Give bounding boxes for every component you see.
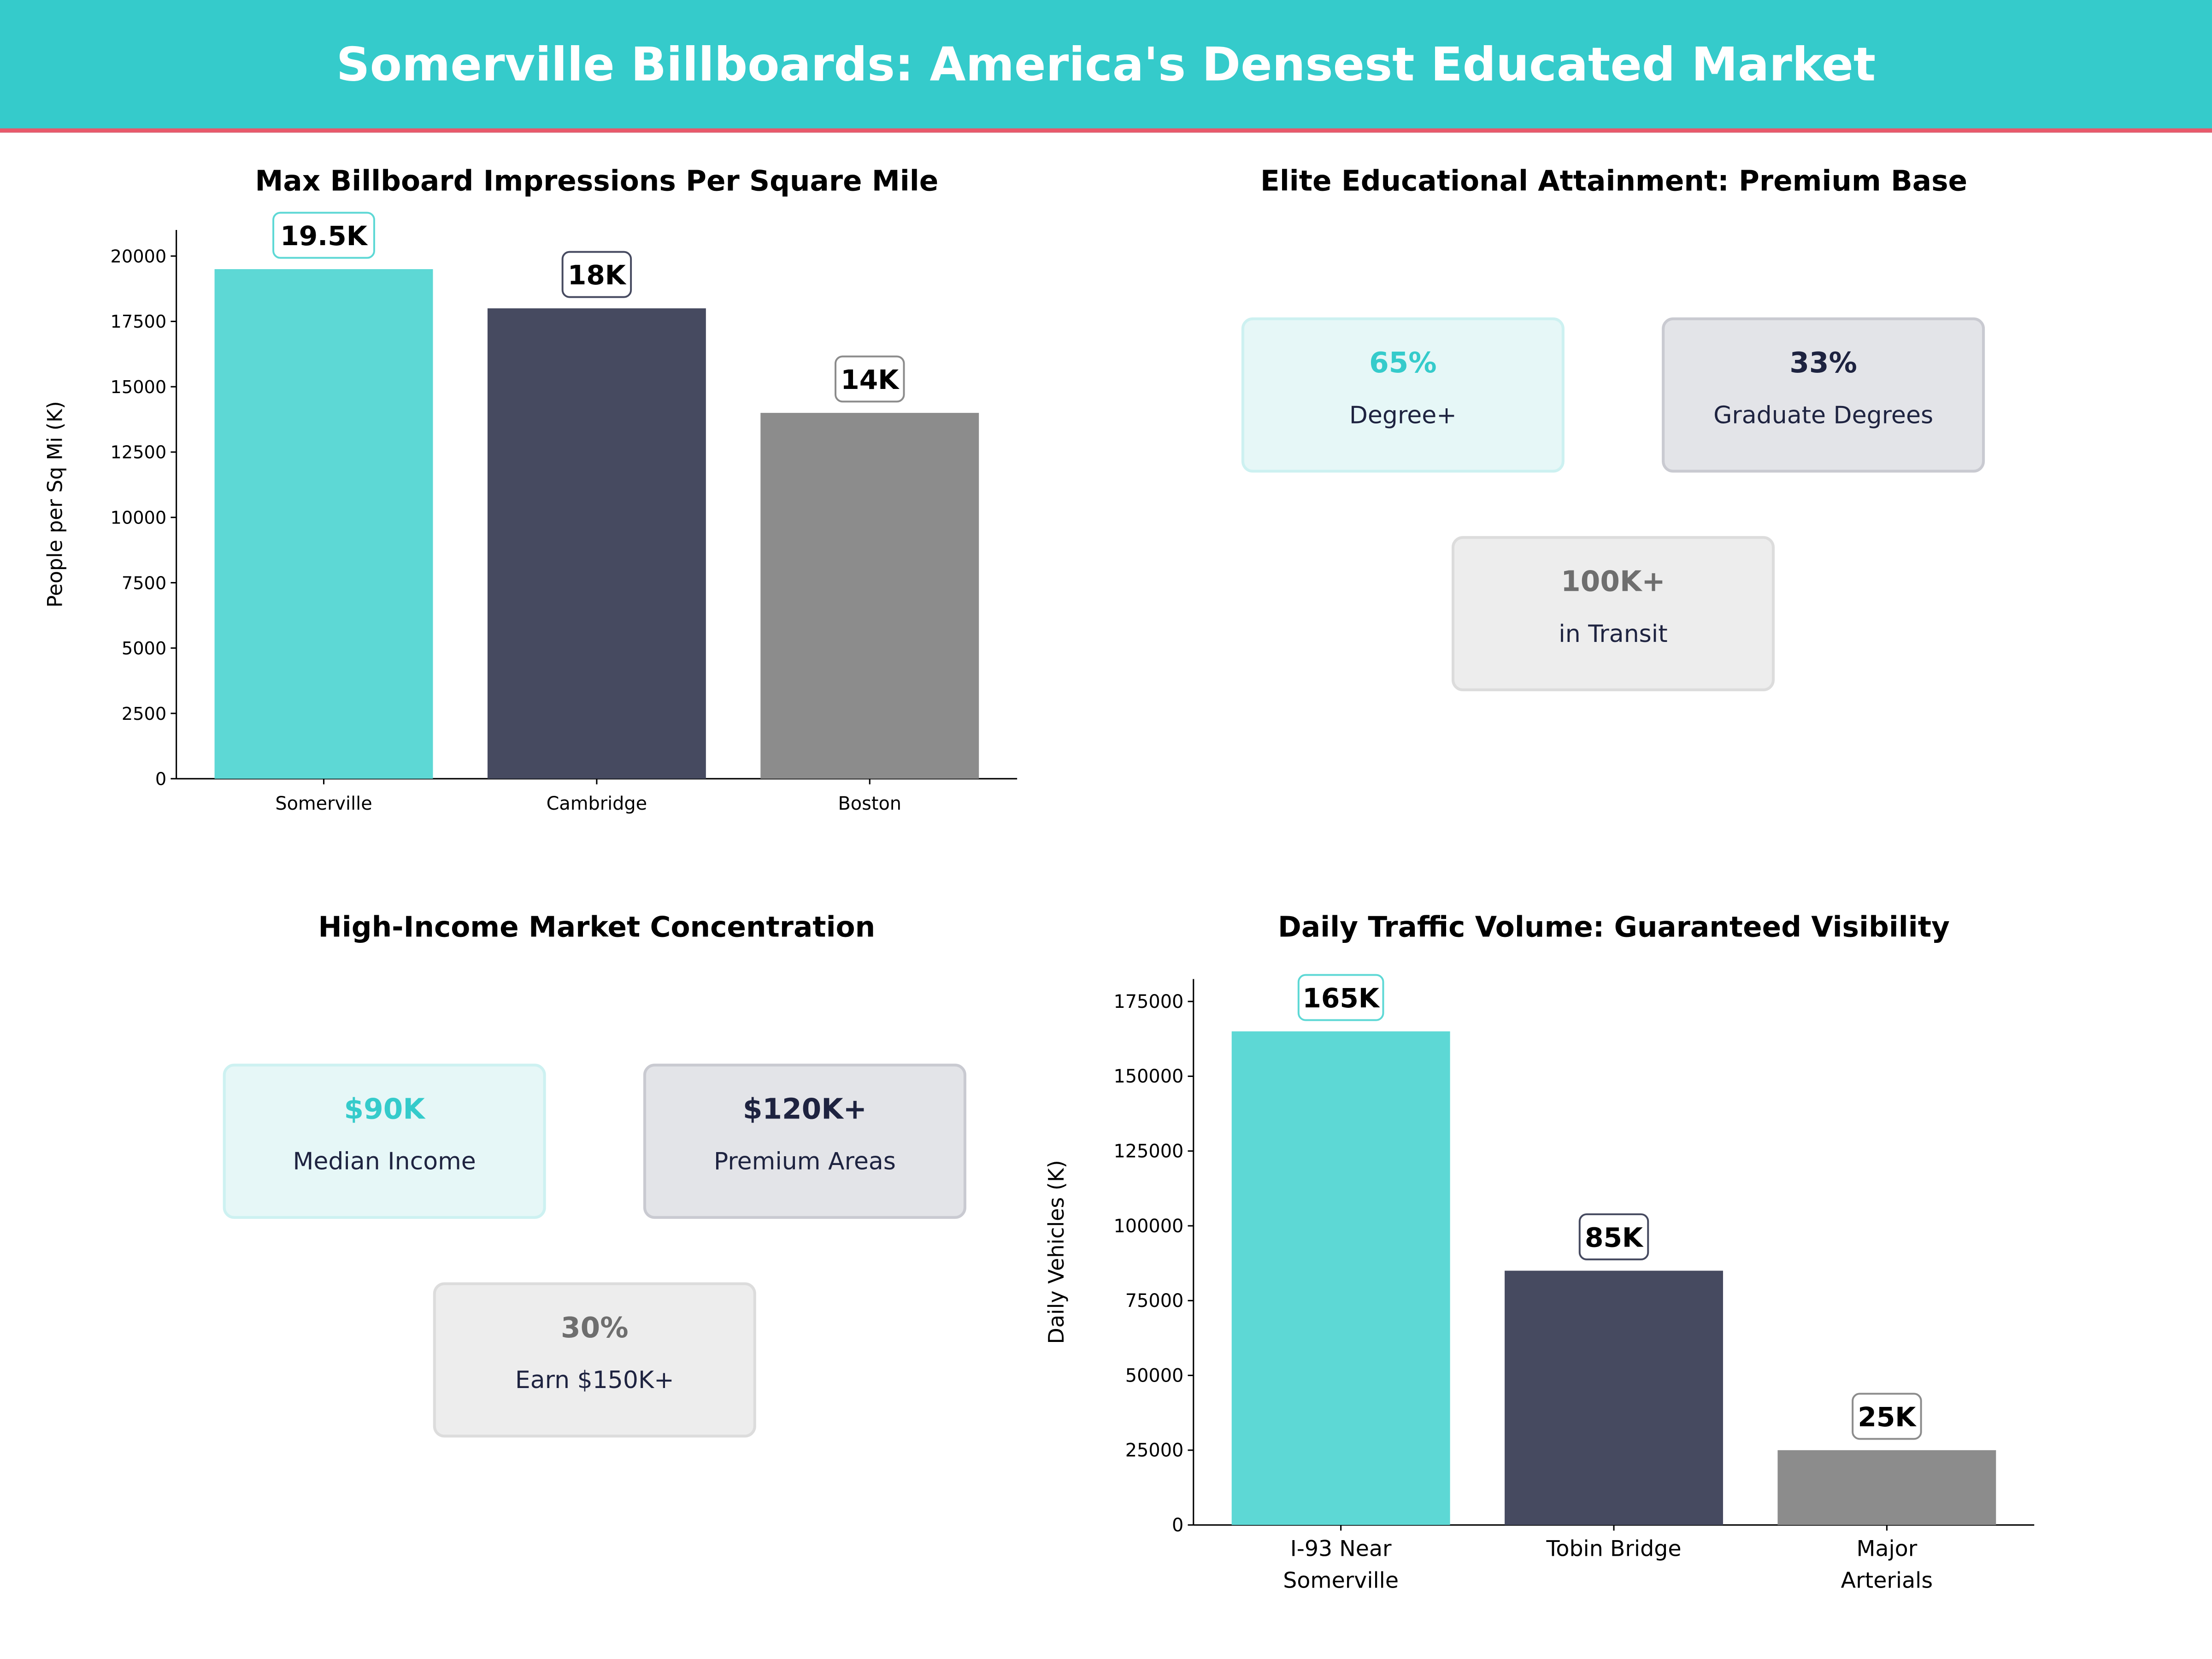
data-label-box: [1578, 1213, 1649, 1260]
stat-card-transit: 100K+ in Transit: [1451, 536, 1775, 691]
stat-value: $120K+: [742, 1092, 867, 1126]
stat-value: $90K: [344, 1092, 425, 1126]
x-tick-label: Cambridge: [547, 793, 647, 814]
bar-2: [760, 412, 979, 779]
stat-label: Graduate Degrees: [1713, 402, 1934, 430]
x-tick-label: Boston: [838, 793, 901, 814]
stat-card-premium-areas: $120K+ Premium Areas: [643, 1064, 966, 1219]
y-tick-label: 5000: [122, 638, 166, 659]
y-tick-label: 125000: [1113, 1141, 1183, 1162]
stat-card-median-income: $90K Median Income: [223, 1064, 546, 1219]
stat-card-graduate: 33% Graduate Degrees: [1662, 317, 1985, 473]
bar-1: [487, 308, 706, 779]
y-tick-label: 75000: [1125, 1290, 1184, 1312]
data-label-box: [561, 251, 632, 298]
y-tick-label: 10000: [111, 508, 167, 529]
y-axis-label: Daily Vehicles (K): [1044, 1160, 1069, 1344]
data-label: 85K: [1585, 1222, 1644, 1253]
y-tick-label: 25000: [1125, 1440, 1184, 1461]
y-tick-label: 175000: [1113, 991, 1183, 1012]
x-tick-label: Somerville: [275, 793, 372, 814]
bar-0: [214, 269, 433, 779]
x-tick-label: Tobin Bridge: [1546, 1536, 1682, 1562]
x-tick-label: I-93 Near Somerville: [1283, 1536, 1399, 1594]
data-label: 18K: [568, 259, 627, 291]
y-axis-label: People per Sq Mi (K): [44, 401, 67, 607]
bar-2: [1777, 1450, 1996, 1525]
stat-card-high-earners: 30% Earn $150K+: [433, 1282, 756, 1438]
y-tick-label: 150000: [1113, 1066, 1183, 1087]
chart-title-traffic: Daily Traffic Volume: Guaranteed Visibil…: [1278, 910, 1950, 944]
panel-title-income: High-Income Market Concentration: [318, 910, 876, 944]
data-label-box: [272, 212, 375, 259]
y-tick-label: 100000: [1113, 1216, 1183, 1237]
bar-0: [1231, 1031, 1450, 1525]
chart-title-density: Max Billboard Impressions Per Square Mil…: [255, 164, 939, 198]
y-tick-label: 50000: [1125, 1365, 1184, 1386]
data-label: 165K: [1302, 982, 1380, 1014]
stat-value: 65%: [1369, 345, 1437, 380]
stat-value: 30%: [561, 1310, 629, 1345]
data-label: 25K: [1858, 1401, 1917, 1433]
x-tick-label: Major Arterials: [1841, 1536, 1933, 1594]
stat-label: in Transit: [1559, 620, 1668, 649]
stat-label: Premium Areas: [713, 1148, 896, 1177]
page-title: Somerville Billboards: America's Densest…: [336, 36, 1876, 92]
stat-value: 33%: [1789, 345, 1857, 380]
data-label-box: [1852, 1393, 1922, 1440]
y-tick-label: 0: [155, 769, 166, 790]
y-tick-label: 2500: [122, 704, 166, 724]
data-label-box: [1297, 974, 1384, 1021]
y-tick-label: 17500: [111, 312, 167, 332]
y-tick-label: 12500: [111, 442, 167, 463]
panel-title-education: Elite Educational Attainment: Premium Ba…: [1260, 164, 1968, 198]
y-tick-label: 15000: [111, 377, 167, 398]
data-label-box: [835, 355, 905, 403]
y-tick-label: 0: [1172, 1515, 1183, 1536]
header-banner: Somerville Billboards: America's Densest…: [0, 0, 2212, 133]
data-label: 14K: [841, 364, 900, 395]
stat-value: 100K+: [1561, 564, 1665, 598]
stat-label: Earn $150K+: [515, 1367, 674, 1395]
bar-1: [1505, 1271, 1723, 1525]
y-tick-label: 20000: [111, 246, 167, 267]
stat-label: Degree+: [1349, 402, 1457, 430]
stat-label: Median Income: [293, 1148, 476, 1177]
y-tick-label: 7500: [122, 573, 166, 594]
stat-card-degree: 65% Degree+: [1241, 317, 1565, 473]
data-label: 19.5K: [280, 220, 368, 252]
